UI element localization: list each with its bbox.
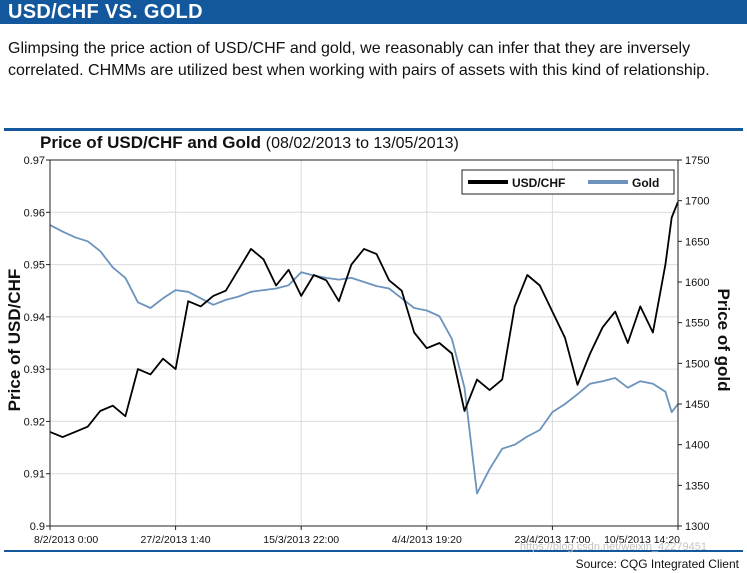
chart-title: Price of USD/CHF and Gold: [40, 133, 262, 152]
usdchf-series-line: [49, 201, 679, 439]
title-banner: USD/CHF VS. GOLD: [0, 0, 747, 24]
legend-gold-label: Gold: [632, 176, 659, 190]
y-tick-label: 0.94: [24, 312, 45, 324]
intro-paragraph: Glimpsing the price action of USD/CHF an…: [8, 40, 710, 79]
series-layer: [49, 201, 679, 495]
y2-tick-label: 1750: [685, 155, 709, 167]
y2-tick-label: 1500: [685, 358, 709, 370]
y-tick-label: 0.92: [24, 416, 45, 428]
legend: USD/CHF Gold: [461, 169, 675, 195]
y2-tick-label: 1650: [685, 236, 709, 248]
x-tick-label: 10/5/2013 14:20: [604, 534, 680, 546]
grid-layer: [49, 159, 679, 527]
x-tick-label: 4/4/2013 19:20: [392, 534, 462, 546]
bottom-divider: [4, 550, 743, 552]
chart-title-block: Price of USD/CHF and Gold (08/02/2013 to…: [40, 133, 459, 153]
chart-subtitle: (08/02/2013 to 13/05/2013): [265, 135, 459, 152]
y2-tick-label: 1550: [685, 318, 709, 330]
y2-axis-label: Price of gold: [714, 289, 733, 392]
watermark: https://blog.csdn.net/weixin_42279451: [519, 541, 707, 553]
source-credit: Source: CQG Integrated Client: [575, 557, 739, 571]
top-divider: [4, 128, 743, 131]
ticks-layer: 0.97 0.96 0.95 0.94 0.93 0.92 0.91 0.9 1750 1700 1…: [24, 155, 710, 546]
y2-tick-label: 1450: [685, 399, 709, 411]
y-tick-label: 0.95: [24, 260, 45, 272]
legend-usdchf-label: USD/CHF: [512, 176, 565, 190]
y-tick-label: 0.9: [30, 521, 45, 533]
y2-tick-label: 1700: [685, 196, 709, 208]
page-title: USD/CHF VS. GOLD: [8, 1, 203, 23]
y-axis-label: Price of USD/CHF: [5, 269, 24, 412]
x-tick-label: 15/3/2013 22:00: [263, 534, 339, 546]
y-tick-label: 0.91: [24, 469, 45, 481]
y2-tick-label: 1300: [685, 521, 709, 533]
y-tick-label: 0.93: [24, 364, 45, 376]
y2-tick-label: 1400: [685, 440, 709, 452]
y2-tick-label: 1600: [685, 277, 709, 289]
y-tick-label: 0.97: [24, 155, 45, 167]
y-tick-label: 0.96: [24, 207, 45, 219]
plot-frame: [49, 159, 679, 527]
y2-tick-label: 1350: [685, 480, 709, 492]
gold-series-line: [49, 224, 679, 495]
x-tick-label: 27/2/2013 1:40: [141, 534, 211, 546]
x-tick-label: 23/4/2013 17:00: [514, 534, 590, 546]
x-tick-label: 8/2/2013 0:00: [34, 534, 98, 546]
